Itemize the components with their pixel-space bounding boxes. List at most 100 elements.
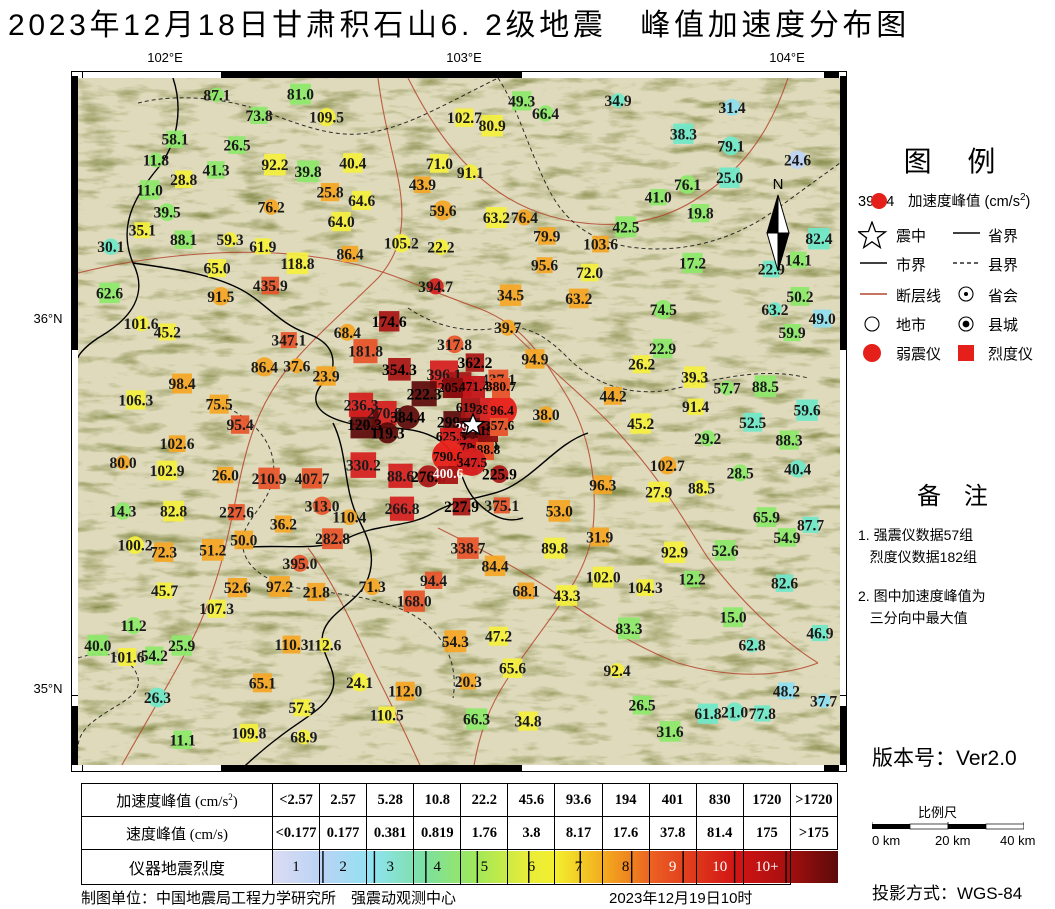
svg-text:102.0: 102.0 [586,570,621,587]
svg-text:362.2: 362.2 [457,355,492,372]
svg-text:65.1: 65.1 [249,675,276,692]
svg-text:110.3: 110.3 [274,637,308,654]
svg-text:64.6: 64.6 [348,193,375,210]
svg-text:102.7: 102.7 [447,110,482,127]
svg-text:77.8: 77.8 [749,706,776,723]
svg-text:88.6: 88.6 [387,468,414,485]
svg-text:68.4: 68.4 [334,325,361,342]
svg-text:17.2: 17.2 [679,255,706,272]
svg-text:37.6: 37.6 [283,358,310,375]
svg-text:400.6: 400.6 [433,466,464,481]
svg-text:68.1: 68.1 [512,583,539,600]
svg-text:95.6: 95.6 [531,258,558,275]
svg-text:282.8: 282.8 [315,531,350,548]
svg-text:71.3: 71.3 [359,579,386,596]
svg-text:92.4: 92.4 [604,663,631,680]
svg-text:88.5: 88.5 [752,379,779,396]
svg-text:46.9: 46.9 [806,626,833,643]
svg-text:61.9: 61.9 [249,239,276,256]
svg-text:49.0: 49.0 [809,311,836,328]
svg-text:35.1: 35.1 [129,223,156,240]
svg-text:338.7: 338.7 [450,541,485,558]
svg-text:63.2: 63.2 [483,210,510,227]
svg-text:62.8: 62.8 [738,638,765,655]
svg-text:266.8: 266.8 [385,501,420,518]
svg-text:66.4: 66.4 [532,106,559,123]
svg-text:41.3: 41.3 [202,162,229,179]
svg-text:地市: 地市 [896,317,926,334]
svg-text:76.1: 76.1 [674,177,701,194]
svg-text:51.2: 51.2 [199,542,226,559]
svg-text:58.1: 58.1 [162,132,189,149]
svg-text:29.2: 29.2 [694,431,721,448]
svg-text:37.7: 37.7 [810,693,837,710]
svg-text:227.6: 227.6 [219,505,254,522]
svg-text:57.7: 57.7 [713,381,740,398]
svg-text:236.3: 236.3 [344,397,379,414]
svg-text:94.4: 94.4 [420,573,447,590]
svg-text:38.3: 38.3 [670,126,697,143]
svg-text:222.3: 222.3 [407,386,442,403]
svg-text:89.8: 89.8 [541,541,568,558]
svg-text:57.3: 57.3 [289,700,316,717]
svg-text:106.3: 106.3 [118,392,153,409]
svg-text:59.6: 59.6 [794,403,821,420]
svg-text:14.3: 14.3 [109,504,136,521]
svg-text:41.0: 41.0 [645,190,672,207]
svg-text:40.4: 40.4 [339,155,366,172]
svg-text:23.9: 23.9 [313,369,340,386]
svg-text:45.2: 45.2 [627,416,654,433]
svg-text:31.4: 31.4 [718,100,745,117]
svg-text:21.8: 21.8 [303,585,330,602]
svg-text:109.8: 109.8 [231,726,266,743]
svg-text:34.5: 34.5 [497,288,524,305]
svg-text:81.0: 81.0 [287,87,314,104]
svg-text:26.5: 26.5 [223,138,250,155]
svg-text:225.9: 225.9 [482,467,517,484]
svg-text:88.1: 88.1 [170,232,197,249]
svg-text:59.3: 59.3 [217,232,244,249]
svg-text:26.0: 26.0 [212,468,239,485]
svg-text:震中: 震中 [896,228,926,245]
svg-text:43.3: 43.3 [553,588,580,605]
svg-text:49.3: 49.3 [508,93,535,110]
svg-text:75.5: 75.5 [206,397,233,414]
svg-text:65.0: 65.0 [203,261,230,278]
svg-text:83.3: 83.3 [615,621,642,638]
svg-text:52.6: 52.6 [224,580,251,597]
svg-text:14.1: 14.1 [785,252,812,269]
svg-text:63.2: 63.2 [761,302,788,319]
svg-text:104.3: 104.3 [628,580,663,597]
svg-text:42.5: 42.5 [612,219,639,236]
svg-text:76.2: 76.2 [258,200,285,217]
svg-text:61.8: 61.8 [694,706,721,723]
svg-text:54.2: 54.2 [141,648,168,665]
svg-text:54.9: 54.9 [773,530,800,547]
svg-text:省会: 省会 [988,288,1018,305]
svg-text:380.7: 380.7 [486,379,517,394]
svg-text:87.1: 87.1 [203,87,230,104]
svg-text:65.9: 65.9 [753,510,780,527]
svg-text:118.8: 118.8 [280,256,314,273]
svg-text:84.4: 84.4 [481,558,508,575]
svg-text:弱震仪: 弱震仪 [896,346,941,363]
svg-text:26.3: 26.3 [144,690,171,707]
svg-text:72.0: 72.0 [576,265,603,282]
svg-text:103.6: 103.6 [583,237,618,254]
svg-text:95.4: 95.4 [227,417,254,434]
svg-text:168.0: 168.0 [397,594,432,611]
svg-text:80.9: 80.9 [479,118,506,135]
svg-text:31.9: 31.9 [586,529,613,546]
svg-text:59.9: 59.9 [779,325,806,342]
svg-text:19.8: 19.8 [686,206,713,223]
svg-text:375.1: 375.1 [484,498,519,515]
svg-text:407.7: 407.7 [295,471,330,488]
svg-text:52.5: 52.5 [739,415,766,432]
svg-text:21.0: 21.0 [721,705,748,722]
svg-text:24.6: 24.6 [784,152,811,169]
svg-text:28.5: 28.5 [727,465,754,482]
svg-text:395.0: 395.0 [282,556,317,573]
svg-text:50.2: 50.2 [786,289,813,306]
svg-text:181.8: 181.8 [348,344,383,361]
svg-text:74.5: 74.5 [650,302,677,319]
